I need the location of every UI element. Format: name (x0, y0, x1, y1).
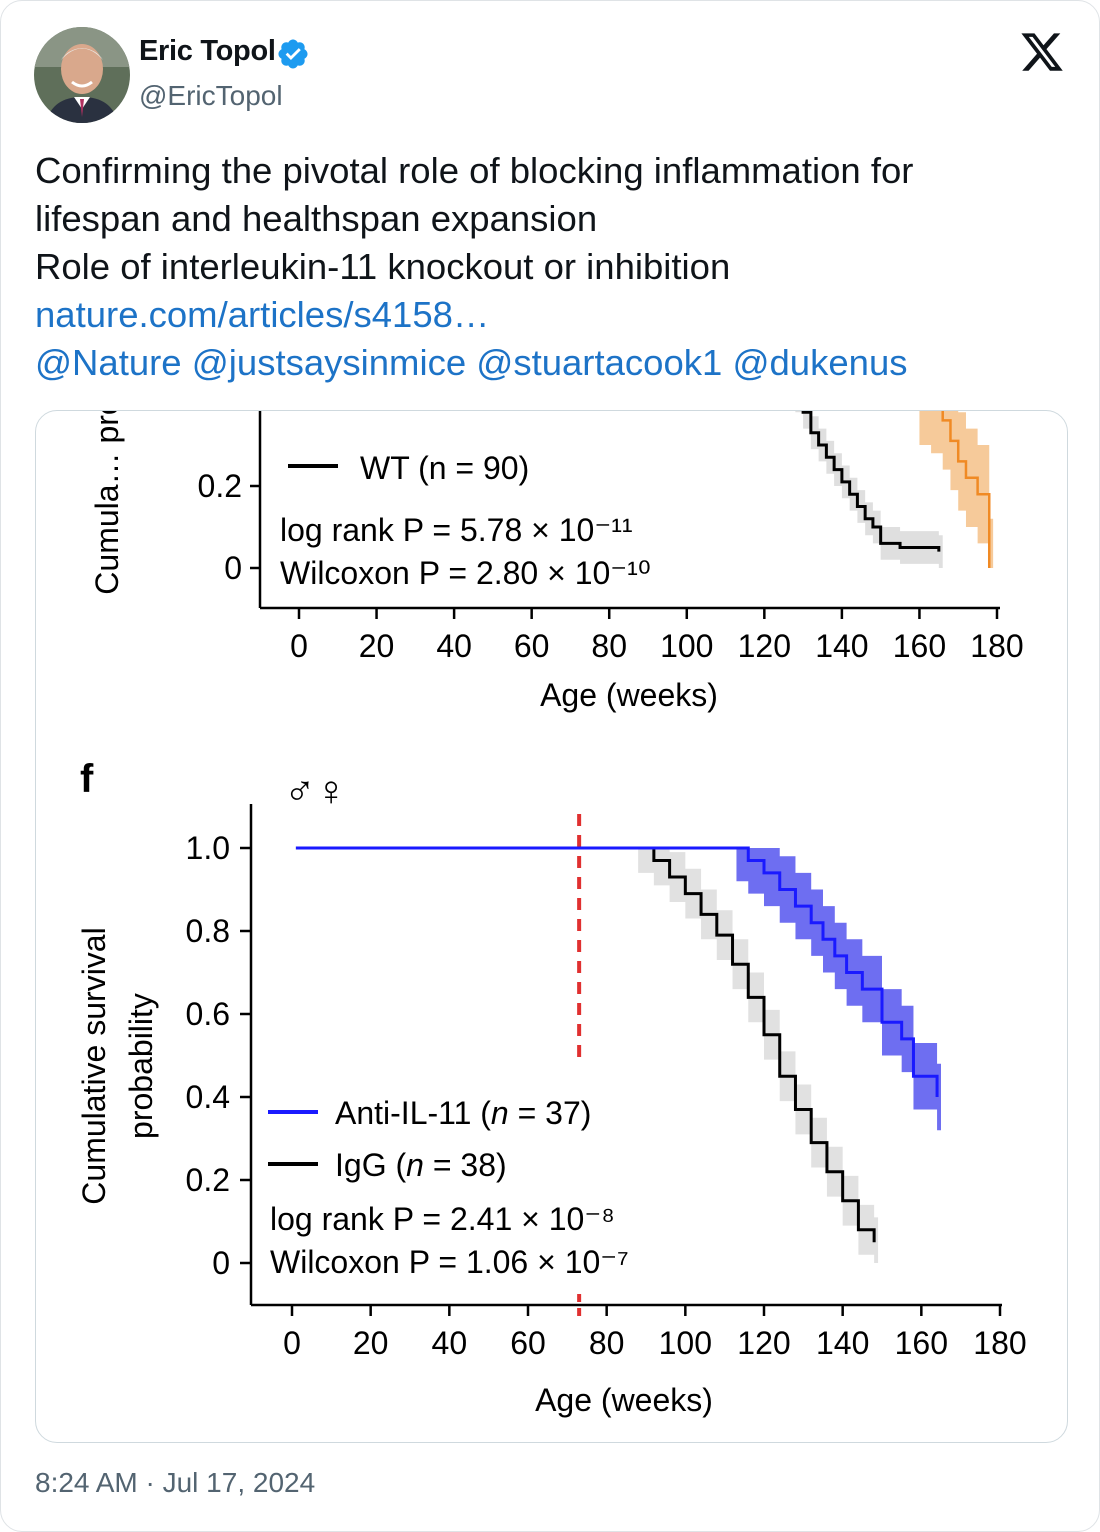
y-tick-label: 0.2 (186, 1162, 230, 1198)
author-name[interactable]: Eric Topol (139, 35, 276, 67)
x-tick-label: 180 (973, 1325, 1026, 1361)
x-tick-label: 20 (353, 1325, 389, 1361)
tweet-line: lifespan and healthspan expansion (35, 198, 598, 239)
x-axis-label: Age (weeks) (535, 1382, 713, 1418)
igg-ci-band (638, 848, 879, 1263)
survival-figure: Cumula… pro… 0.2 0 0 20 40 60 80 100 120 140 160 1… (76, 410, 1027, 1418)
author-avatar[interactable] (34, 27, 130, 123)
anti-il11-ci-band (736, 848, 941, 1131)
verified-badge-icon (278, 39, 308, 69)
x-tick-label: 60 (514, 628, 550, 664)
igg-series-line (295, 846, 876, 1243)
x-tick-label: 140 (815, 628, 868, 664)
legend-label: WT (n = 90) (360, 450, 529, 486)
x-tick-label: 60 (510, 1325, 546, 1361)
x-tick-label: 20 (359, 628, 395, 664)
x-tick-label: 40 (436, 628, 472, 664)
stat-wilcoxon: Wilcoxon P = 2.80 × 10⁻¹⁰ (280, 555, 651, 591)
tweet-text: Confirming the pivotal role of blocking … (35, 147, 1075, 387)
y-tick-label: 1.0 (186, 830, 230, 866)
mentions[interactable]: @Nature @justsaysinmice @stuartacook1 @d… (35, 342, 908, 383)
x-tick-label: 40 (432, 1325, 468, 1361)
y-axis-label: Cumulative survival (76, 927, 112, 1204)
panel-label: f (80, 757, 94, 801)
y-tick-label: 0 (224, 550, 242, 586)
y-tick-label: 0.4 (186, 1079, 230, 1115)
y-tick-label: 0 (212, 1245, 230, 1281)
tweet-timestamp[interactable]: 8:24 AM · Jul 17, 2024 (35, 1467, 316, 1498)
stat-wilcoxon: Wilcoxon P = 1.06 × 10⁻⁷ (270, 1244, 629, 1280)
x-tick-label: 160 (895, 1325, 948, 1361)
x-tick-label: 120 (738, 628, 791, 664)
tweet-line: Confirming the pivotal role of blocking … (35, 150, 914, 191)
x-tick-label: 80 (589, 1325, 625, 1361)
panel-f: f ♂♀ Cumulative survival probability 0 0.… (76, 757, 1027, 1418)
x-tick-label: 80 (591, 628, 627, 664)
author-handle[interactable]: @EricTopol (139, 80, 283, 111)
x-tick-label: 120 (737, 1325, 790, 1361)
tweet-media[interactable]: Cumula… pro… 0.2 0 0 20 40 60 80 100 120 140 160 1… (35, 410, 1068, 1443)
x-tick-label: 160 (893, 628, 946, 664)
wt-series-line (801, 411, 941, 552)
x-tick-label: 0 (290, 628, 308, 664)
wt-ci-band (795, 411, 943, 568)
y-axis-label: probability (123, 993, 159, 1139)
legend-label-anti-il11: Anti-IL-11 (n = 37) (335, 1095, 591, 1131)
y-tick-label: 0.6 (186, 996, 230, 1032)
x-tick-label: 140 (816, 1325, 869, 1361)
y-tick-label: 0.2 (198, 468, 242, 504)
orange-series-line (941, 411, 991, 568)
x-tick-label: 180 (970, 628, 1023, 664)
x-logo-icon[interactable] (1019, 29, 1065, 75)
orange-ci-band (919, 411, 994, 568)
x-tick-label: 0 (283, 1325, 301, 1361)
panel-e: Cumula… pro… 0.2 0 0 20 40 60 80 100 120 140 160 1… (89, 410, 1024, 713)
article-link[interactable]: nature.com/articles/s4158… (35, 294, 490, 335)
legend-label-igg: IgG (n = 38) (335, 1147, 507, 1183)
tweet-line: Role of interleukin-11 knockout or inhib… (35, 246, 731, 287)
x-axis-label: Age (weeks) (540, 677, 718, 713)
y-axis-label: Cumula… pro… (89, 410, 125, 595)
x-tick-label: 100 (659, 1325, 712, 1361)
x-tick-label: 100 (660, 628, 713, 664)
stat-logrank: log rank P = 2.41 × 10⁻⁸ (270, 1201, 615, 1237)
stat-logrank: log rank P = 5.78 × 10⁻¹¹ (280, 512, 633, 548)
sex-symbols: ♂♀ (284, 767, 347, 814)
anti-il11-series-line (295, 846, 939, 1097)
y-tick-label: 0.8 (186, 913, 230, 949)
